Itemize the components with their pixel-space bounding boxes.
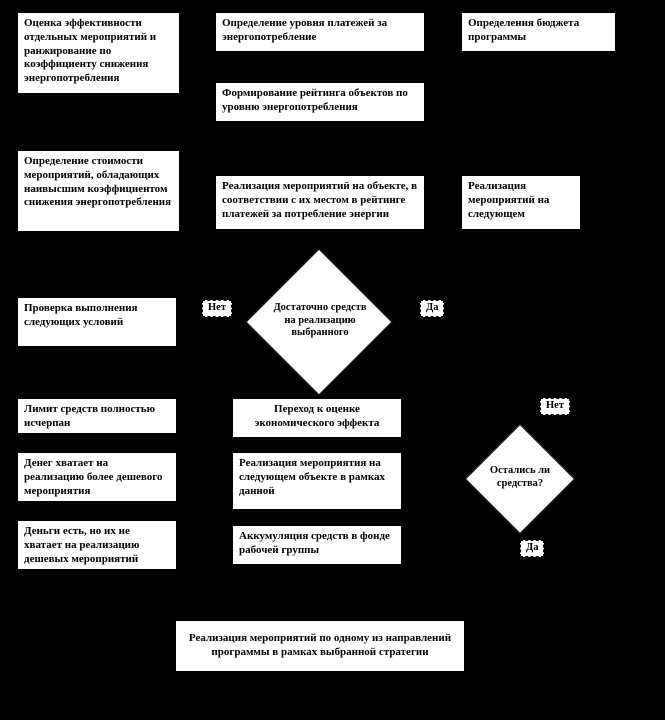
- label-yes-1: Да: [420, 300, 444, 317]
- node-n2-text: Определение уровня платежей за энергопот…: [222, 17, 387, 43]
- node-n15: Реализация мероприятий по одному из напр…: [175, 620, 465, 672]
- decision-d2: Остались ли средства?: [445, 430, 595, 526]
- node-n9-text: Лимит средств полностью исчерпан: [24, 403, 155, 429]
- node-n10: Денег хватает на реализацию более дешево…: [17, 452, 177, 502]
- node-n10-text: Денег хватает на реализацию более дешево…: [24, 457, 162, 497]
- label-no-2: Нет: [540, 398, 570, 415]
- decision-d1-text: Достаточно средств на реализацию выбранн…: [240, 262, 400, 380]
- node-n12: Переход к оценке экономического эффекта: [232, 398, 402, 438]
- label-no-1: Нет: [202, 300, 232, 317]
- node-n11-text: Деньги есть, но их не хватает на реализа…: [24, 525, 139, 565]
- node-n7-text: Реализация мероприятий на следующем: [468, 180, 549, 220]
- label-yes-2: Да: [520, 540, 544, 557]
- node-n15-text: Реализация мероприятий по одному из напр…: [182, 632, 458, 660]
- node-n11: Деньги есть, но их не хватает на реализа…: [17, 520, 177, 570]
- node-n12-text: Переход к оценке экономического эффекта: [255, 403, 380, 429]
- node-n8: Проверка выполнения следующих условий: [17, 297, 177, 347]
- node-n2: Определение уровня платежей за энергопот…: [215, 12, 425, 52]
- node-n5-text: Определение стоимости мероприятий, облад…: [24, 155, 171, 208]
- node-n6: Реализация мероприятий на объекте, в соо…: [215, 175, 425, 230]
- node-n6-text: Реализация мероприятий на объекте, в соо…: [222, 180, 417, 220]
- node-n3: Определения бюджета программы: [461, 12, 616, 52]
- decision-d1: Достаточно средств на реализацию выбранн…: [240, 262, 400, 380]
- node-n4: Формирование рейтинга объектов по уровню…: [215, 82, 425, 122]
- node-n9: Лимит средств полностью исчерпан: [17, 398, 177, 434]
- node-n8-text: Проверка выполнения следующих условий: [24, 302, 138, 328]
- node-n1: Оценка эффективности отдельных мероприят…: [17, 12, 180, 94]
- decision-d2-text: Остались ли средства?: [445, 430, 595, 526]
- node-n7: Реализация мероприятий на следующем: [461, 175, 581, 230]
- node-n14-text: Аккумуляция средств в фонде рабочей груп…: [239, 530, 390, 556]
- node-n1-text: Оценка эффективности отдельных мероприят…: [24, 17, 156, 84]
- node-n13: Реализация мероприятия на следующем объе…: [232, 452, 402, 510]
- node-n5: Определение стоимости мероприятий, облад…: [17, 150, 180, 232]
- node-n13-text: Реализация мероприятия на следующем объе…: [239, 457, 385, 497]
- node-n3-text: Определения бюджета программы: [468, 17, 579, 43]
- node-n4-text: Формирование рейтинга объектов по уровню…: [222, 87, 408, 113]
- node-n14: Аккумуляция средств в фонде рабочей груп…: [232, 525, 402, 565]
